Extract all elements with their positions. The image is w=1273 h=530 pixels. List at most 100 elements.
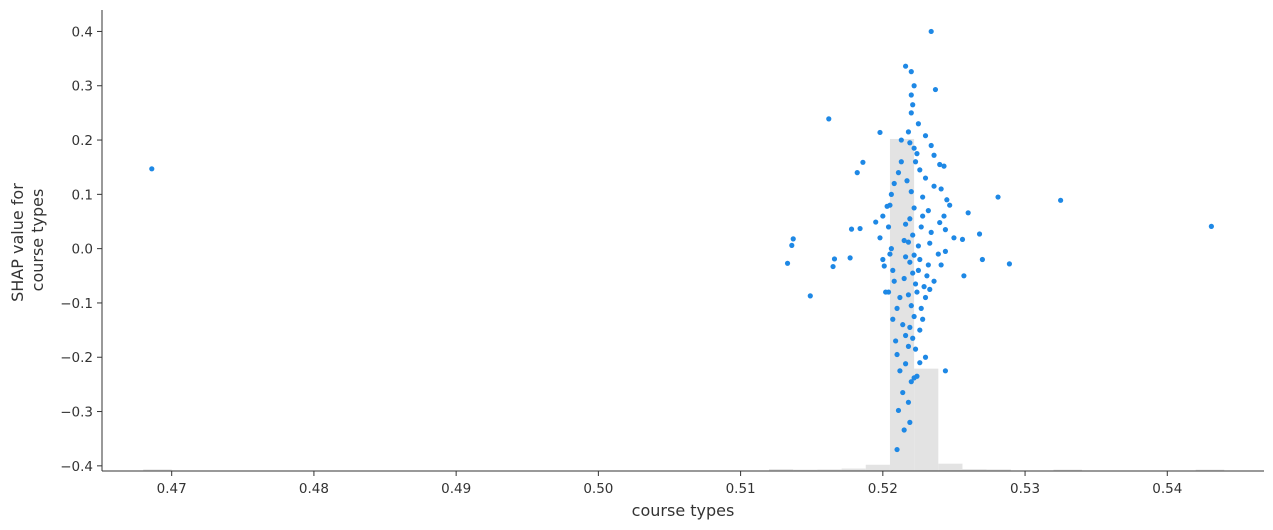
scatter-point [918,224,924,230]
scatter-point [911,205,917,211]
scatter-point [902,63,909,69]
scatter-point [925,262,931,268]
x-tick-label: 0.52 [868,481,898,497]
scatter-point [890,316,896,322]
scatter-point [877,235,883,241]
scatter-point [894,305,900,311]
scatter-point [910,102,916,108]
x-tick-label: 0.49 [441,481,471,497]
scatter-point [928,229,934,235]
scatter-point [898,137,904,143]
y-tick-label: −0.3 [60,405,93,421]
scatter-point [880,256,886,263]
y-tick-label: −0.2 [60,350,93,366]
scatter-point [920,194,926,200]
scatter-point [941,163,947,169]
x-axis-ticks: 0.47 0.48 0.49 0.50 0.51 0.52 0.53 0.54 [157,471,1182,497]
scatter-point [942,368,949,374]
scatter-point [917,360,923,366]
scatter-point [897,368,903,374]
scatter-point [905,129,912,135]
scatter-point [905,239,912,245]
scatter-point [911,313,917,320]
scatter-point [831,256,838,262]
scatter-point [885,289,892,295]
histogram-bar [769,469,794,471]
scatter-point [789,242,795,248]
scatter-point [915,243,921,249]
histogram-bar [865,464,890,471]
scatter-point [887,202,893,208]
x-tick-label: 0.50 [583,481,613,497]
scatter-point [907,140,913,146]
scatter-point [927,240,933,246]
scatter-point [902,254,909,260]
scatter-point [907,419,913,425]
x-axis-label: course types [632,501,735,520]
scatter-point [912,281,919,287]
scatter-point [887,251,893,257]
scatter-point [900,389,906,396]
scatter-point [907,324,913,330]
scatter-point [902,332,909,339]
scatter-point [1006,261,1013,267]
y-tick-label: 0.0 [72,242,93,258]
scatter-point [880,213,886,219]
scatter-point [931,278,937,284]
scatter-point [901,275,907,282]
scatter-point [944,197,950,203]
scatter-point [917,256,923,263]
scatter-point [904,178,910,184]
y-tick-label: −0.4 [60,459,93,475]
x-tick-label: 0.54 [1152,481,1182,497]
scatter-point [914,289,920,295]
scatter-point [893,338,899,344]
scatter-point [895,170,902,176]
scatter-point [995,194,1001,200]
y-tick-label: −0.1 [60,296,93,312]
scatter-point [1208,223,1214,229]
histogram-bar [143,469,172,471]
scatter-point [921,284,927,290]
scatter-point [826,116,832,122]
scatter-point [891,278,897,284]
scatter-point [908,379,914,385]
scatter-point [941,213,947,219]
y-tick-label: 0.2 [72,133,93,149]
scatter-point [924,273,930,279]
y-axis-label-line-2: course types [28,189,47,292]
scatter-point [931,183,937,189]
scatter-point [927,286,933,292]
scatter-point [925,208,931,214]
scatter-point [894,351,900,358]
scatter-point [935,251,941,257]
scatter-point [912,346,919,352]
scatter-point [905,292,912,298]
histogram-bar [914,368,939,471]
scatter-point [931,152,937,158]
scatter-point [915,121,921,127]
scatter-point [928,142,934,149]
scatter-point [937,161,943,168]
scatter-point [891,180,897,187]
scatter-point [908,69,914,75]
scatter-point [910,270,916,276]
x-tick-label: 0.47 [157,481,187,497]
scatter-point [938,262,944,268]
scatter-point [937,219,943,226]
scatter-point [922,354,929,360]
scatter-point [947,202,953,208]
scatter-point [910,335,916,341]
scatter-point [1058,197,1064,203]
scatter-point [914,373,920,379]
histogram-bar [1195,469,1225,471]
y-axis-ticks: 0.4 0.3 0.2 0.1 0.0 −0.1 −0.2 −0.3 −0.4 [60,24,102,475]
scatter-point [938,186,944,192]
scatter-point [965,210,971,216]
histogram-bar [793,469,818,471]
scatter-point [907,259,913,265]
scatter-point [908,92,914,98]
scatter-point [912,159,919,165]
y-tick-label: 0.4 [72,24,93,40]
scatter-point [901,237,907,244]
